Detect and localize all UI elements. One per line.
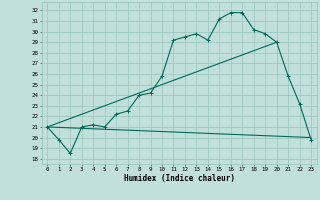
X-axis label: Humidex (Indice chaleur): Humidex (Indice chaleur): [124, 174, 235, 183]
